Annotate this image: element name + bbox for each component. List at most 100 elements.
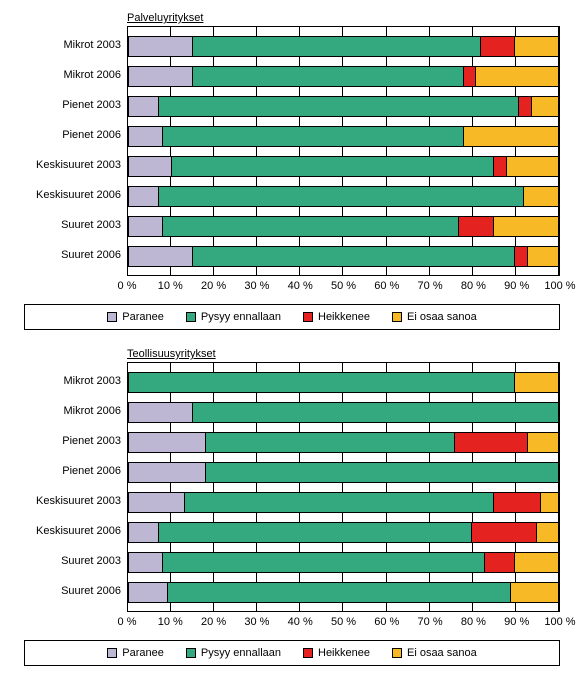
y-axis-label: Pienet 2006 xyxy=(12,456,127,486)
legend-swatch xyxy=(303,312,313,322)
legend-swatch xyxy=(186,312,196,322)
bar-segment-heikkenee xyxy=(485,553,515,572)
bar-row xyxy=(128,151,559,181)
stacked-bar xyxy=(128,246,559,267)
bar-segment-paranee xyxy=(129,433,206,452)
bar-segment-pysyy xyxy=(185,493,494,512)
stacked-bar xyxy=(128,492,559,513)
bar-segment-eiosaa xyxy=(507,157,558,176)
chart-title: Palveluyritykset xyxy=(127,12,568,24)
bar-segment-paranee xyxy=(129,493,185,512)
x-axis-tick-label: 50 % xyxy=(331,280,356,292)
bar-segment-paranee xyxy=(129,67,193,86)
bar-segment-eiosaa xyxy=(537,523,558,542)
stacked-bar xyxy=(128,186,559,207)
bar-segment-paranee xyxy=(129,97,159,116)
bar-segment-eiosaa xyxy=(532,97,558,116)
legend-label: Paranee xyxy=(122,647,164,659)
stacked-bar xyxy=(128,402,559,423)
bar-segment-eiosaa xyxy=(464,127,558,146)
legend-swatch xyxy=(392,648,402,658)
y-axis-label: Pienet 2006 xyxy=(12,120,127,150)
bar-segment-eiosaa xyxy=(515,553,558,572)
x-axis-tick-label: 50 % xyxy=(331,616,356,628)
x-axis-tick-label: 80 % xyxy=(461,616,486,628)
legend: Paranee Pysyy ennallaan Heikkenee Ei osaa s… xyxy=(24,304,560,330)
bar-segment-heikkenee xyxy=(494,157,507,176)
bar-row xyxy=(128,427,559,457)
x-axis-tick-label: 30 % xyxy=(244,280,269,292)
x-axis-tick-label: 70 % xyxy=(418,280,443,292)
x-axis-tick-label: 60 % xyxy=(374,616,399,628)
bar-row xyxy=(128,547,559,577)
bar-row xyxy=(128,577,559,607)
bar-segment-eiosaa xyxy=(541,493,558,512)
legend-item: Pysyy ennallaan xyxy=(186,311,281,323)
stacked-bar xyxy=(128,66,559,87)
y-axis-label: Keskisuuret 2006 xyxy=(12,180,127,210)
plot-outer: Mikrot 2003Mikrot 2006Pienet 2003Pienet … xyxy=(12,362,568,612)
bar-segment-heikkenee xyxy=(472,523,536,542)
bar-segment-paranee xyxy=(129,583,168,602)
legend-label: Heikkenee xyxy=(318,311,370,323)
bar-segment-pysyy xyxy=(193,37,480,56)
legend-item: Paranee xyxy=(107,311,164,323)
y-axis-label: Suuret 2003 xyxy=(12,546,127,576)
bar-segment-pysyy xyxy=(163,553,485,572)
legend-swatch xyxy=(186,648,196,658)
bar-segment-paranee xyxy=(129,37,193,56)
bar-segment-eiosaa xyxy=(511,583,558,602)
plot-outer: Mikrot 2003Mikrot 2006Pienet 2003Pienet … xyxy=(12,26,568,276)
bars-container xyxy=(128,27,559,275)
bar-segment-pysyy xyxy=(159,187,524,206)
bar-segment-heikkenee xyxy=(515,247,528,266)
chart-0: Palveluyritykset Mikrot 2003Mikrot 2006Pi… xyxy=(12,12,568,330)
stacked-bar xyxy=(128,462,559,483)
bar-segment-pysyy xyxy=(159,523,472,542)
bar-segment-heikkenee xyxy=(459,217,493,236)
bar-row xyxy=(128,31,559,61)
bar-segment-paranee xyxy=(129,187,159,206)
legend: ParaneePysyy ennallaanHeikkeneeEi osaa s… xyxy=(24,640,560,666)
plot-area xyxy=(127,26,560,276)
bar-segment-paranee xyxy=(129,217,163,236)
stacked-bar xyxy=(128,432,559,453)
bar-segment-eiosaa xyxy=(494,217,558,236)
stacked-bar xyxy=(128,582,559,603)
legend-item: Heikkenee xyxy=(303,311,370,323)
y-axis-label: Suuret 2003 xyxy=(12,210,127,240)
bar-segment-pysyy xyxy=(206,463,558,482)
bar-segment-paranee xyxy=(129,463,206,482)
bar-segment-eiosaa xyxy=(528,247,558,266)
stacked-bar xyxy=(128,36,559,57)
bar-segment-paranee xyxy=(129,553,163,572)
bar-segment-paranee xyxy=(129,127,163,146)
plot-area xyxy=(127,362,560,612)
legend-label: Paranee xyxy=(122,311,164,323)
x-axis-ticks: 0 %10 %20 %30 %40 %50 %60 %70 %80 %90 %1… xyxy=(127,276,560,300)
bar-row xyxy=(128,91,559,121)
legend-item: Pysyy ennallaan xyxy=(186,647,281,659)
bar-segment-paranee xyxy=(129,523,159,542)
x-axis-tick-label: 90 % xyxy=(504,616,529,628)
bar-segment-pysyy xyxy=(163,217,459,236)
bar-row xyxy=(128,457,559,487)
stacked-bar xyxy=(128,96,559,117)
legend-item: Ei osaa sanoa xyxy=(392,311,477,323)
bar-row xyxy=(128,397,559,427)
bar-segment-pysyy xyxy=(193,247,515,266)
bar-row xyxy=(128,61,559,91)
bar-segment-pysyy xyxy=(168,583,511,602)
x-axis-tick-label: 10 % xyxy=(158,280,183,292)
y-axis-label: Mikrot 2006 xyxy=(12,60,127,90)
x-axis-tick-label: 100 % xyxy=(544,280,575,292)
bar-segment-heikkenee xyxy=(494,493,541,512)
x-axis-tick-label: 80 % xyxy=(461,280,486,292)
stacked-bar xyxy=(128,522,559,543)
x-axis-tick-label: 0 % xyxy=(118,616,137,628)
bar-segment-pysyy xyxy=(129,373,515,392)
bar-segment-eiosaa xyxy=(476,67,558,86)
legend-label: Ei osaa sanoa xyxy=(407,647,477,659)
bar-segment-eiosaa xyxy=(515,373,558,392)
stacked-bar xyxy=(128,372,559,393)
